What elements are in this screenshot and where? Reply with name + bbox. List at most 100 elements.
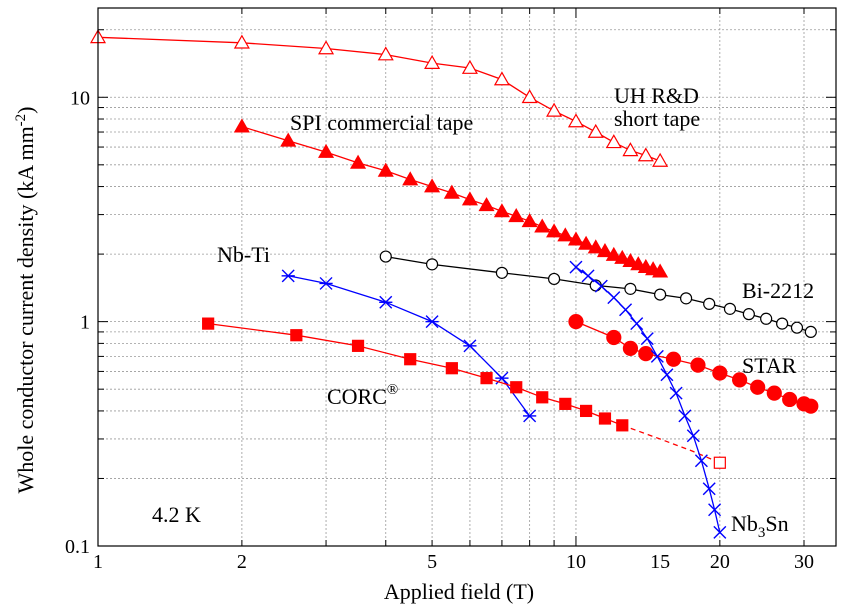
- nb3sn-label-main: Nb: [731, 511, 758, 536]
- y-axis-title-end: ): [13, 106, 38, 113]
- nb3sn-point: [607, 291, 621, 305]
- star-point: [606, 329, 622, 346]
- bi2212-point: [742, 308, 755, 321]
- star-point: [803, 398, 819, 414]
- nbti-point: [523, 409, 537, 423]
- plot-frame: [97, 7, 837, 547]
- corc-point: [202, 317, 215, 330]
- star-point: [732, 372, 748, 388]
- nbti-point: [281, 269, 295, 283]
- nb3sn-point: [669, 386, 683, 400]
- spi-point: [521, 213, 538, 228]
- spi-point: [622, 252, 639, 268]
- corc-point: [559, 397, 572, 410]
- bi2212-point: [680, 292, 693, 305]
- y-axis-title: Whole conductor current density (kA mm-2…: [13, 106, 38, 493]
- y-axis-title-superscript: -2: [13, 114, 29, 127]
- spi-point: [578, 235, 595, 250]
- spi-point: [614, 249, 631, 264]
- nb3sn-label: Nb3Sn: [731, 511, 789, 541]
- uh-point: [521, 89, 538, 104]
- star-point: [782, 391, 798, 408]
- nb3sn-point: [660, 368, 674, 382]
- bi2212-point: [654, 288, 667, 301]
- star-point: [622, 340, 639, 356]
- nb3sn-point: [619, 303, 633, 317]
- spi-point: [402, 171, 419, 186]
- nb3sn-point: [569, 260, 583, 274]
- bi2212-point: [495, 266, 509, 279]
- uh-point: [605, 134, 622, 149]
- nbti-point: [463, 339, 477, 353]
- bi2212-point: [547, 272, 561, 286]
- star-point: [665, 351, 682, 367]
- spi-series: [233, 118, 669, 278]
- corc-point: [351, 339, 365, 352]
- uh-label-line2: short tape: [614, 106, 700, 131]
- x-tick-label: 20: [710, 551, 730, 573]
- spi-point: [233, 118, 250, 133]
- star-point: [712, 365, 728, 381]
- nb3sn-point: [678, 409, 692, 423]
- temperature-label: 4.2 K: [152, 502, 201, 527]
- uh-point: [587, 123, 604, 138]
- bi2212-point: [624, 282, 637, 295]
- nb3sn-point: [713, 525, 727, 539]
- nbti-label: Nb-Ti: [217, 242, 270, 267]
- nbti-point: [319, 276, 333, 290]
- uh-label-line1: UH R&D: [614, 83, 699, 108]
- x-tick-label: 10: [566, 551, 586, 573]
- spi-point: [443, 184, 460, 199]
- x-axis-title: Applied field (T): [384, 579, 534, 604]
- uh-point: [622, 142, 639, 157]
- bi2212-point: [776, 317, 789, 330]
- corc-label: CORC®: [327, 382, 398, 409]
- corc-point: [290, 329, 303, 342]
- uh-series: [89, 29, 669, 167]
- nb3sn-point: [694, 454, 708, 468]
- spi-point: [377, 162, 394, 177]
- spi-point: [557, 227, 574, 242]
- nb3sn-point: [630, 317, 644, 331]
- uh-point: [637, 147, 654, 162]
- star-series: [568, 314, 819, 414]
- spi-point: [567, 231, 584, 246]
- corc-extrapolated-series: [622, 424, 726, 469]
- nb3sn-label-subscript: 3: [758, 525, 766, 541]
- x-tick-label: 1: [93, 551, 103, 573]
- star-point: [690, 357, 706, 373]
- corc-point: [480, 372, 493, 385]
- spi-point: [534, 218, 551, 233]
- corc-point: [404, 353, 417, 366]
- uh-point: [567, 113, 584, 128]
- uh-point: [233, 34, 250, 49]
- corc-extrapolated-line: [622, 424, 721, 464]
- bi2212-label: Bi-2212: [742, 278, 814, 303]
- spi-point: [508, 208, 525, 223]
- corc-point: [579, 404, 593, 418]
- spi-point: [424, 178, 441, 193]
- uh-point: [461, 59, 478, 74]
- y-tick-label: 10: [70, 87, 90, 109]
- star-point: [638, 346, 654, 362]
- uh-point: [424, 54, 441, 69]
- star-point: [750, 379, 766, 395]
- uh-point: [546, 102, 563, 117]
- spi-point: [478, 197, 495, 212]
- bi2212-point: [425, 258, 439, 271]
- bi2212-point: [703, 297, 716, 310]
- corc-point: [510, 381, 523, 394]
- x-tick-label: 5: [427, 551, 437, 573]
- spi-point: [318, 143, 335, 158]
- nbti-series: [281, 269, 537, 423]
- spi-point: [461, 191, 478, 206]
- spi-point: [280, 132, 297, 147]
- nb3sn-point: [581, 269, 595, 283]
- uh-point: [493, 71, 510, 86]
- x-tick-label: 2: [237, 551, 247, 573]
- spi-point: [493, 203, 510, 218]
- bi2212-point: [379, 250, 392, 263]
- nb3sn-point: [686, 429, 700, 443]
- corc-extrapolated-point: [713, 456, 726, 469]
